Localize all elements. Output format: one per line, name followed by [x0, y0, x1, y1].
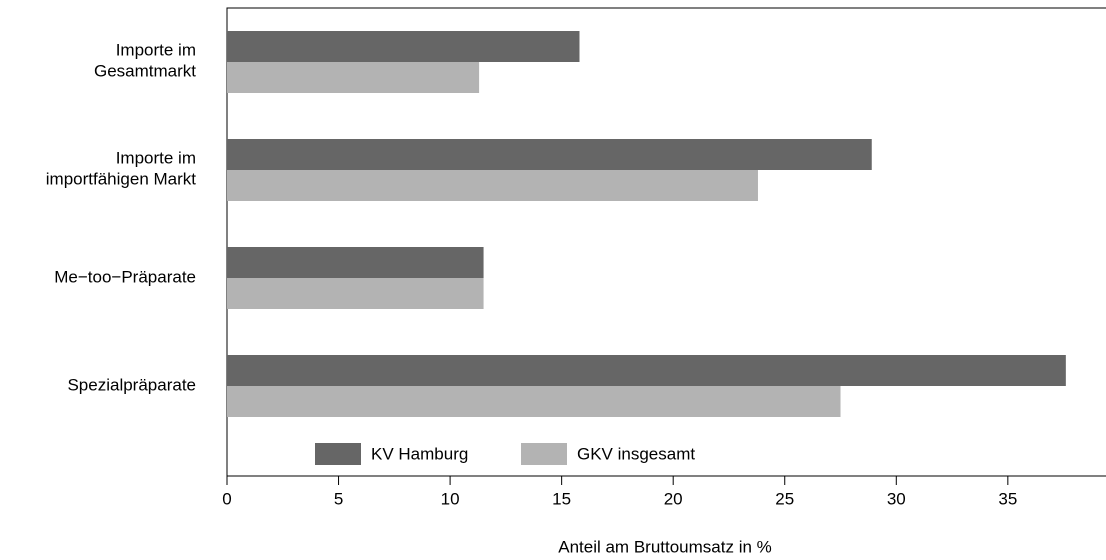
x-tick-label: 30 — [887, 489, 906, 508]
x-tick-label: 10 — [441, 489, 460, 508]
x-tick-label: 15 — [552, 489, 571, 508]
legend-label: KV Hamburg — [371, 444, 468, 463]
x-tick-label: 5 — [334, 489, 343, 508]
y-tick-label: Importe im importfähigen Markt — [46, 149, 197, 189]
x-tick-label: 0 — [222, 489, 231, 508]
plot-frame — [226, 7, 1106, 477]
bar — [227, 278, 484, 309]
y-tick-label: Spezialpräparate — [67, 375, 196, 394]
y-tick-label: Me−too−Präparate — [54, 267, 196, 286]
legend-label: GKV insgesamt — [577, 444, 695, 463]
bar — [227, 62, 480, 93]
bar — [227, 247, 484, 278]
y-tick-label: Importe im Gesamtmarkt — [94, 41, 196, 81]
x-tick-label: 20 — [664, 489, 683, 508]
bar — [227, 355, 1066, 386]
bar — [227, 386, 841, 417]
legend-swatch — [521, 443, 567, 465]
x-tick-label: 25 — [775, 489, 794, 508]
bar — [227, 139, 872, 170]
legend-swatch — [315, 443, 361, 465]
bar — [227, 170, 758, 201]
x-tick-label: 35 — [998, 489, 1017, 508]
x-axis-label: Anteil am Bruttoumsatz in % — [558, 537, 772, 556]
bar — [227, 31, 580, 62]
